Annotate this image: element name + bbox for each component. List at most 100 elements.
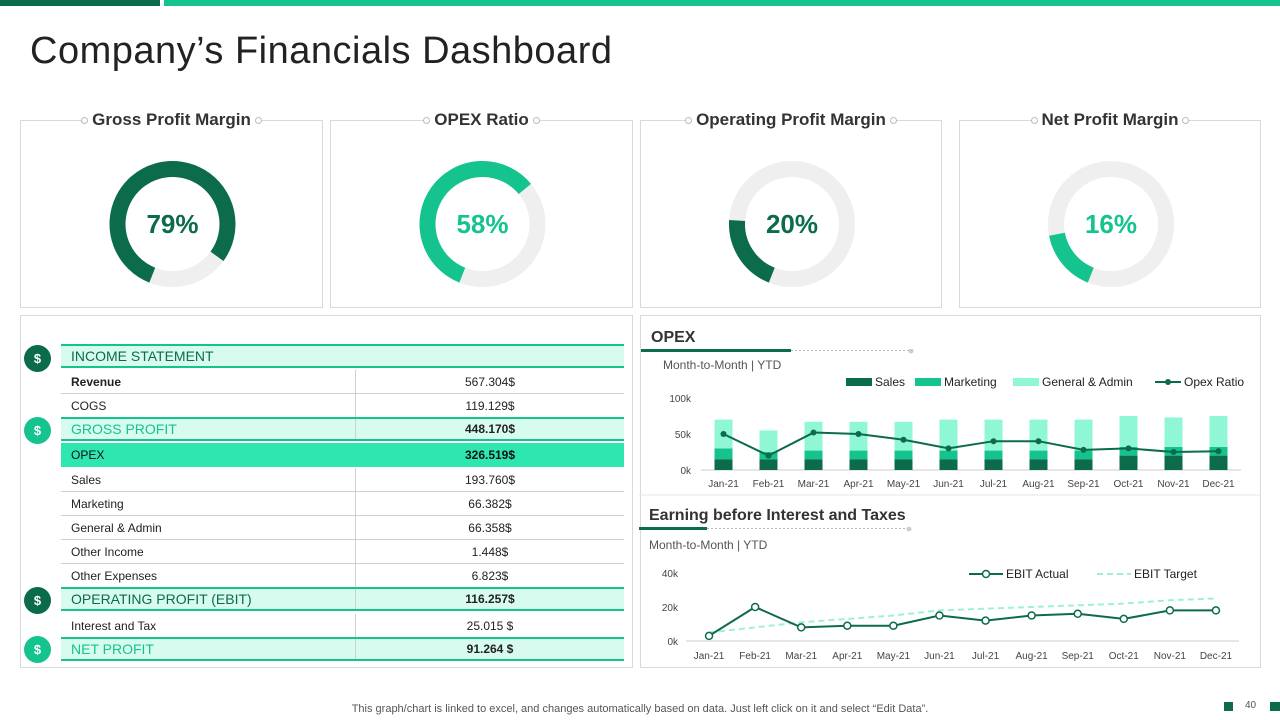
x-tick-label: Jan-21 bbox=[694, 651, 725, 662]
legend-label: Marketing bbox=[944, 375, 997, 389]
bar-general-admin bbox=[804, 421, 823, 451]
dot-icon bbox=[423, 117, 431, 125]
x-tick-label: Apr-21 bbox=[832, 651, 862, 662]
ebit-actual-point bbox=[1211, 606, 1221, 615]
top-accent-bar-light bbox=[164, 0, 1280, 6]
table-row-interest-tax: Interest and Tax 25.015 $ bbox=[61, 614, 624, 638]
x-tick-label: Jun-21 bbox=[924, 651, 955, 662]
x-tick-label: Oct-21 bbox=[1113, 479, 1143, 490]
bar-sales bbox=[849, 459, 868, 470]
opex-ratio-line bbox=[723, 431, 1219, 457]
table-row-ebit: OPERATING PROFIT (EBIT) 116.257$ bbox=[61, 587, 624, 611]
legend-label: EBIT Target bbox=[1134, 567, 1198, 581]
table-row-other-income: Other Income 1.448$ bbox=[61, 540, 624, 564]
opex-subtitle: Month-to-Month | YTD bbox=[663, 358, 782, 372]
opex-bar-chart: 0k 50k 100k Jan-21 Feb-21 Mar-21 Apr-21 May-21 J… bbox=[669, 375, 1244, 490]
cash-icon: $ bbox=[24, 587, 51, 614]
bar-sales bbox=[1164, 455, 1183, 470]
bar-marketing bbox=[1029, 450, 1048, 460]
kpi-title: OPEX Ratio bbox=[331, 110, 632, 130]
ebit-actual-point bbox=[704, 631, 714, 641]
x-tick-label: Sep-21 bbox=[1067, 479, 1100, 490]
kpi-card-net-profit-margin[interactable]: Net Profit Margin 16% bbox=[959, 110, 1261, 308]
kpi-value: 58% bbox=[456, 209, 508, 239]
bar-sales bbox=[984, 459, 1003, 470]
bar-sales bbox=[1074, 459, 1093, 470]
opex-ratio-point bbox=[945, 445, 952, 452]
opex-ratio-point bbox=[1215, 448, 1222, 455]
bar-general-admin bbox=[1074, 419, 1093, 451]
ebit-actual-point bbox=[1073, 609, 1082, 619]
bar-marketing bbox=[984, 450, 1003, 460]
opex-ratio-point bbox=[720, 431, 727, 437]
donut-track bbox=[1048, 161, 1174, 287]
legend-swatch bbox=[915, 378, 941, 386]
x-tick-label: Jan-21 bbox=[708, 479, 739, 490]
legend-swatch bbox=[846, 378, 872, 386]
opex-ratio-point bbox=[1170, 449, 1177, 455]
kpi-card-gross-profit-margin[interactable]: Gross Profit Margin 79% bbox=[20, 110, 323, 308]
hand-coin-icon: $ bbox=[24, 417, 51, 444]
x-tick-label: Dec-21 bbox=[1200, 651, 1233, 662]
bar-marketing bbox=[804, 450, 823, 460]
kpi-card-opex-ratio[interactable]: OPEX Ratio 58% bbox=[330, 110, 633, 308]
divider bbox=[639, 494, 1261, 496]
page-title: Company’s Financials Dashboard bbox=[30, 30, 613, 72]
bar-sales bbox=[1029, 459, 1048, 470]
legend-label: Opex Ratio bbox=[1184, 375, 1244, 389]
kpi-value: 79% bbox=[146, 209, 198, 239]
x-tick-label: Nov-21 bbox=[1157, 479, 1190, 490]
table-row-revenue: Revenue 567.304$ bbox=[61, 370, 624, 394]
bar-general-admin bbox=[1119, 416, 1138, 447]
donut-arc bbox=[1049, 232, 1095, 283]
bar-general-admin bbox=[1209, 416, 1228, 447]
donut-arc bbox=[729, 220, 776, 283]
dot-icon bbox=[532, 117, 540, 125]
legend-swatch bbox=[1013, 378, 1039, 386]
x-tick-label: Sep-21 bbox=[1062, 651, 1095, 662]
table-row-marketing: Marketing 66.382$ bbox=[61, 492, 624, 516]
donut-chart: 79% bbox=[109, 161, 236, 287]
bar-sales bbox=[759, 459, 778, 470]
opex-ratio-point bbox=[1080, 446, 1087, 453]
table-row-general-admin: General & Admin 66.358$ bbox=[61, 516, 624, 540]
kpi-card-operating-profit-margin[interactable]: Operating Profit Margin 20% bbox=[640, 110, 942, 308]
bar-sales bbox=[804, 459, 823, 470]
ebit-line-chart: 0k 20k 40k Jan-21 Feb-21 Mar-21 Apr-21 May-21 Ju… bbox=[662, 567, 1239, 662]
legend-marker bbox=[1165, 379, 1171, 385]
opex-ratio-point bbox=[855, 431, 862, 437]
bar-general-admin bbox=[1164, 417, 1183, 447]
bar-marketing bbox=[894, 450, 913, 460]
opex-title-underline bbox=[641, 349, 914, 354]
table-row-cogs: COGS 119.129$ bbox=[61, 394, 624, 418]
opex-ratio-point bbox=[900, 436, 907, 443]
ebit-title-underline bbox=[639, 527, 912, 532]
ebit-section-title: Earning before Interest and Taxes bbox=[649, 507, 906, 524]
opex-ratio-point bbox=[990, 438, 997, 445]
money-icon: $ bbox=[24, 345, 51, 372]
ebit-actual-point bbox=[889, 621, 898, 630]
ebit-actual-point bbox=[750, 602, 760, 612]
table-row-opex: OPEX 326.519$ bbox=[61, 443, 624, 467]
donut-arc bbox=[419, 161, 532, 283]
x-tick-label: Dec-21 bbox=[1202, 479, 1235, 490]
ebit-subtitle: Month-to-Month | YTD bbox=[649, 538, 768, 552]
dot-icon bbox=[1182, 117, 1190, 125]
donut-chart: 20% bbox=[729, 161, 855, 287]
footer-note: This graph/chart is linked to excel, and… bbox=[351, 703, 929, 715]
bar-general-admin bbox=[1029, 419, 1048, 451]
ebit-actual-line bbox=[708, 605, 1216, 637]
opex-ratio-point bbox=[765, 452, 772, 459]
ebit-actual-point bbox=[1165, 606, 1175, 615]
bar-marketing bbox=[849, 450, 868, 460]
bar-general-admin bbox=[894, 421, 913, 451]
opex-ratio-point bbox=[1125, 445, 1132, 452]
bar-general-admin bbox=[984, 419, 1003, 451]
coins-icon: $ bbox=[24, 636, 51, 663]
bar-general-admin bbox=[759, 430, 778, 452]
page-marker-icon bbox=[1270, 702, 1280, 711]
donut-chart: 58% bbox=[419, 161, 546, 287]
bar-sales bbox=[714, 459, 733, 470]
dot-icon bbox=[254, 117, 262, 125]
kpi-title: Gross Profit Margin bbox=[21, 110, 322, 130]
